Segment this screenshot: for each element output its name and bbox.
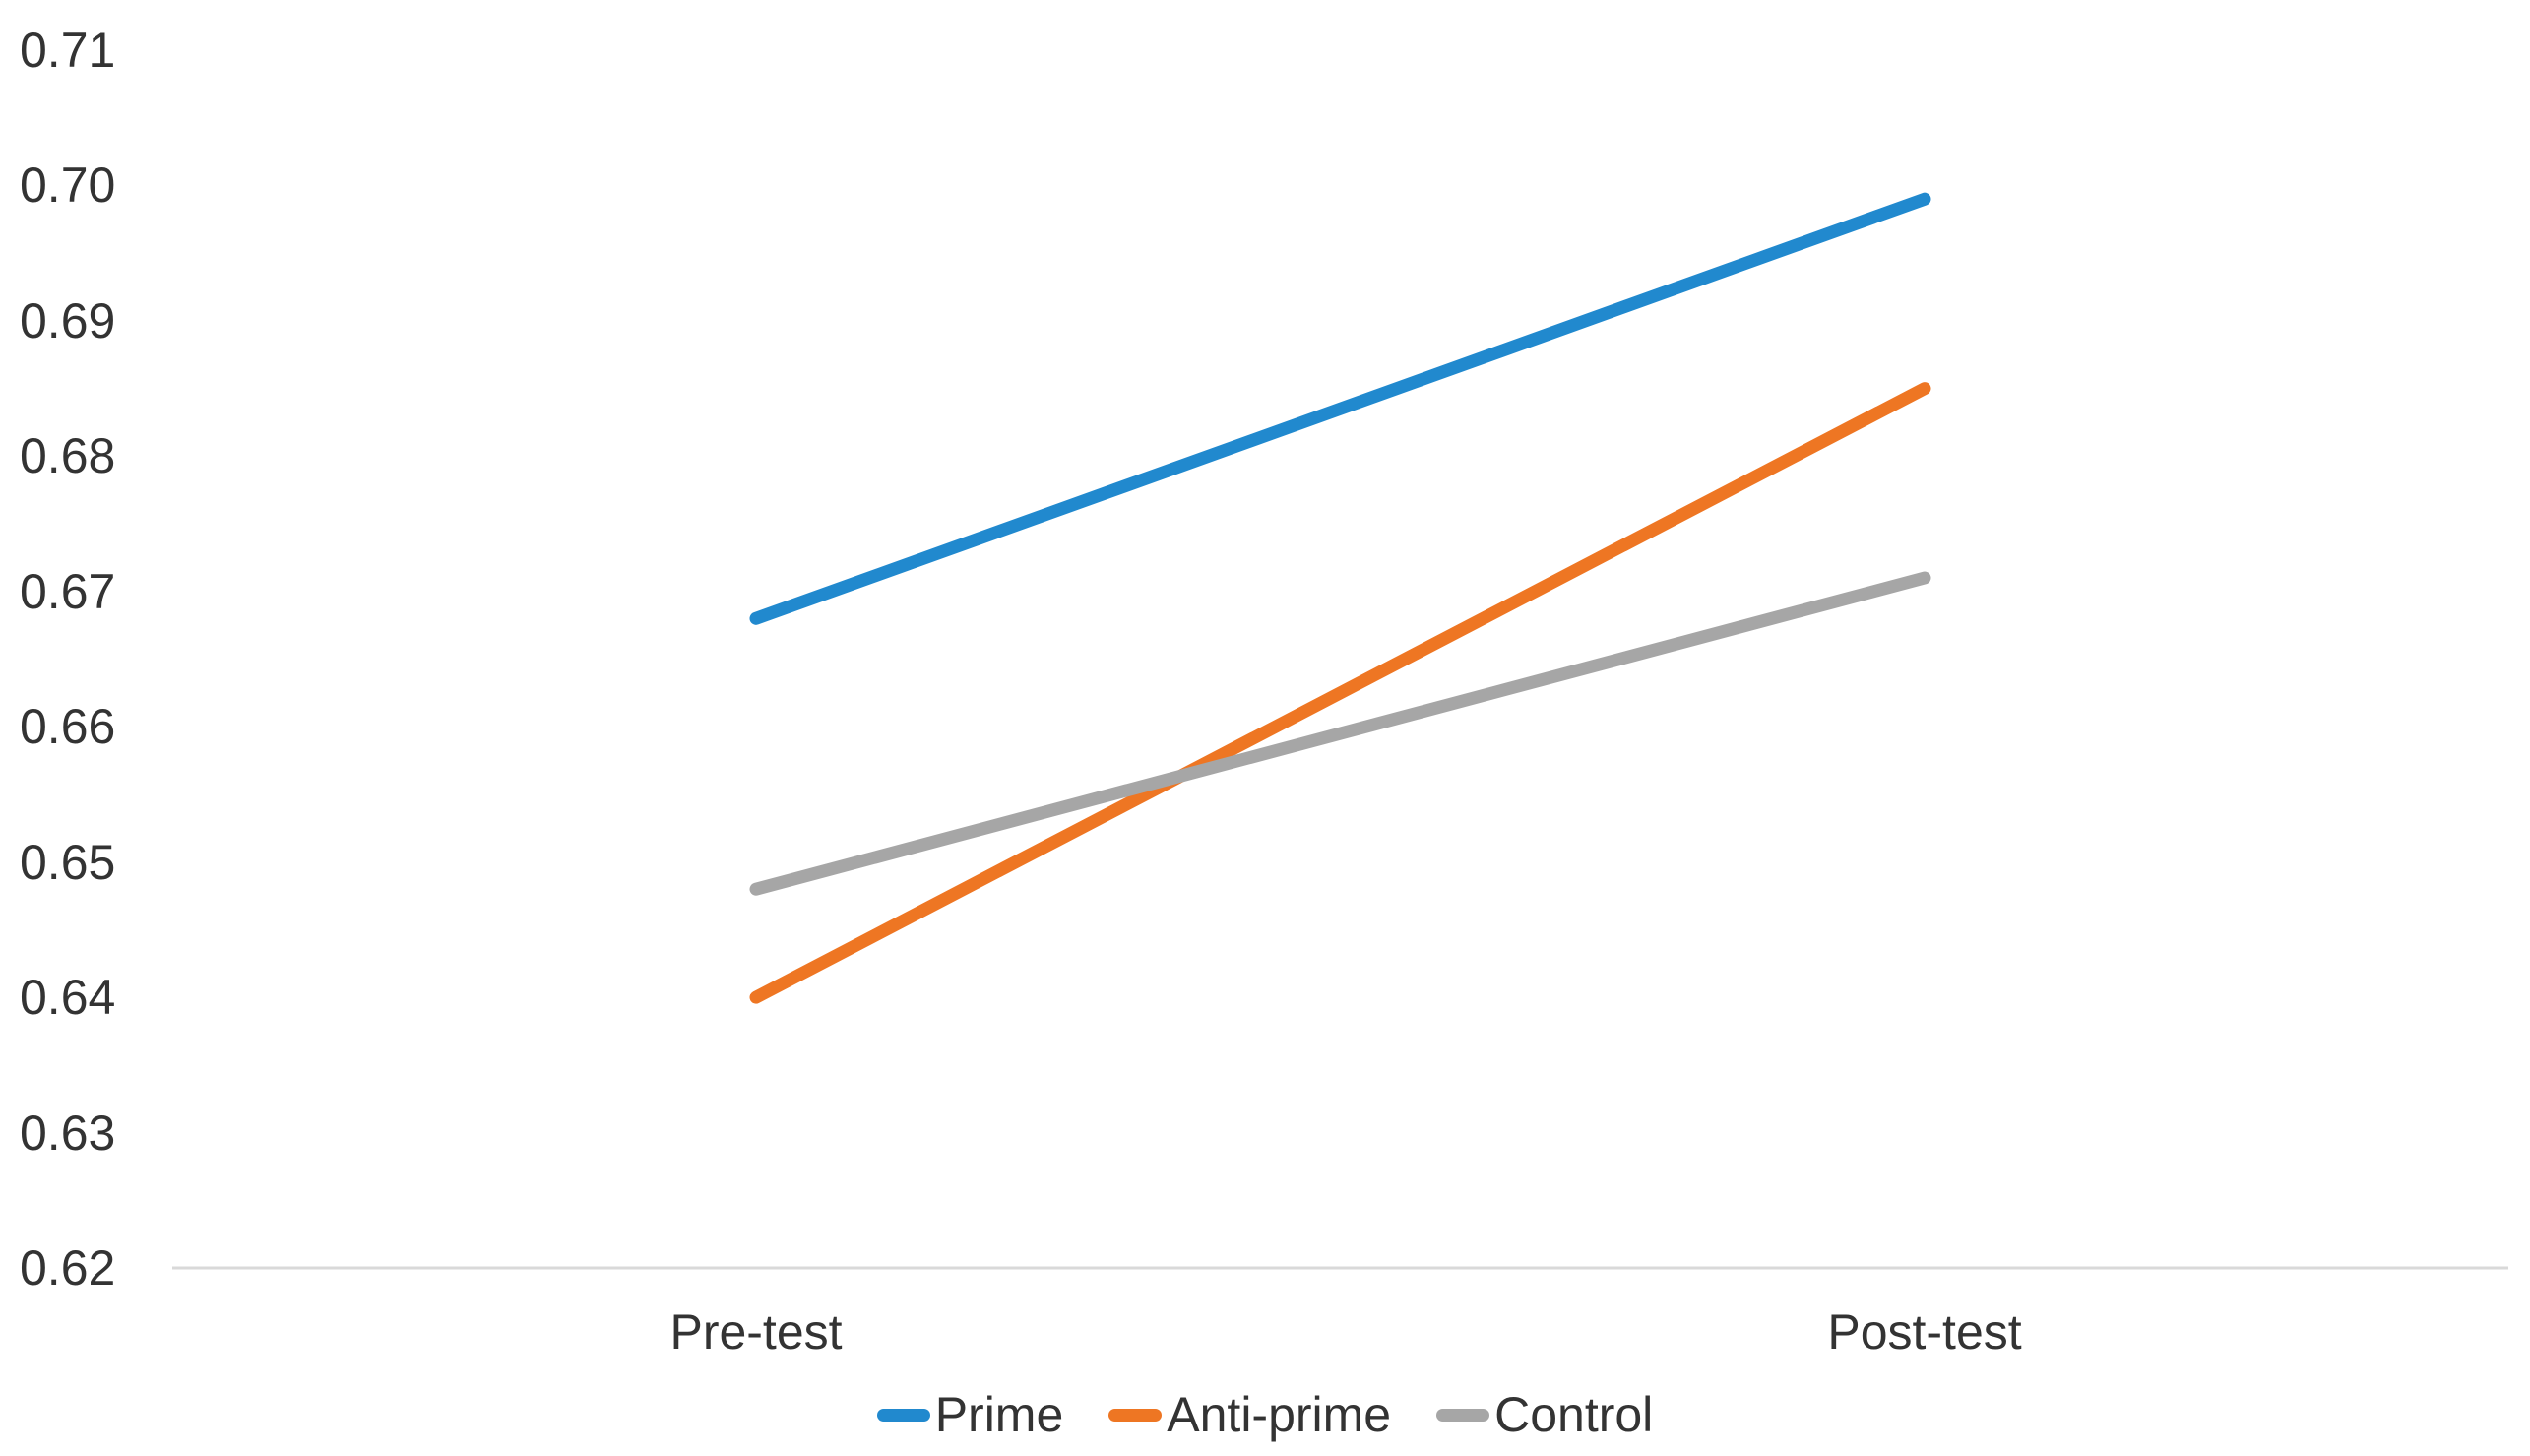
x-category-label-post-test: Post-test [1827, 1304, 2022, 1360]
y-tick-label: 0.68 [20, 428, 116, 483]
y-tick-label: 0.67 [20, 564, 116, 619]
y-tick-label: 0.71 [20, 23, 116, 78]
legend-line-swatch-control [1436, 1408, 1490, 1422]
series-line-anti-prime [749, 382, 1931, 1004]
legend-label-control: Control [1494, 1387, 1654, 1442]
y-tick-label: 0.66 [20, 699, 116, 754]
series-line-control [749, 571, 1931, 896]
y-tick-label: 0.70 [20, 158, 116, 213]
y-tick-label: 0.64 [20, 970, 116, 1025]
legend-item-control: Control [1436, 1390, 1653, 1439]
legend-item-prime: Prime [876, 1387, 1064, 1442]
x-category-label-pre-test: Pre-test [669, 1304, 843, 1360]
y-tick-label: 0.62 [20, 1240, 116, 1296]
legend-line-swatch-prime [876, 1408, 930, 1422]
legend-line-swatch-anti-prime [1108, 1408, 1163, 1422]
legend-item-anti-prime: Anti-prime [1108, 1390, 1391, 1439]
y-tick-label: 0.63 [20, 1106, 116, 1161]
chart-legend: Prime Anti-prime Control [0, 1390, 2530, 1439]
series-line-prime [749, 192, 1931, 625]
y-tick-label: 0.69 [20, 293, 116, 348]
legend-label-prime: Prime [934, 1387, 1064, 1442]
legend-label-anti-prime: Anti-prime [1167, 1387, 1392, 1442]
y-tick-label: 0.65 [20, 835, 116, 890]
